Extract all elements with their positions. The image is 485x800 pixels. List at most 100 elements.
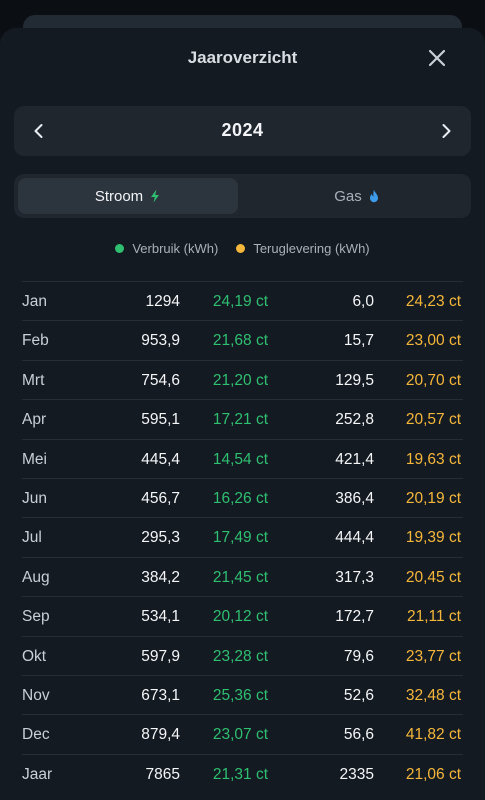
return-price-cell: 20,70 ct [405, 371, 461, 389]
year-label: 2024 [221, 120, 264, 140]
return-cell: 386,4 [335, 489, 374, 507]
month-cell: Jaar [22, 765, 53, 783]
usage-price-cell: 21,31 ct [212, 765, 268, 783]
table-row: Jun 456,7 16,26 ct 386,4 20,19 ct [22, 477, 463, 517]
tab-stroom-label: Stroom [94, 187, 144, 205]
return-price-cell: 20,57 ct [405, 411, 461, 429]
table-row: Jan 1294 24,19 ct 6,0 24,23 ct [22, 281, 463, 320]
table-row: Okt 597,9 23,28 ct 79,6 23,77 ct [22, 635, 463, 675]
return-cell: 252,8 [335, 411, 374, 429]
month-cell: Jul [22, 529, 42, 547]
return-price-cell: 19,63 ct [405, 450, 461, 468]
return-price-cell: 19,39 ct [405, 529, 461, 547]
return-price-cell: 41,82 ct [405, 726, 461, 744]
usage-cell: 595,1 [141, 411, 180, 429]
month-cell: Mrt [22, 371, 45, 389]
table-row: Mrt 754,6 21,20 ct 129,5 20,70 ct [22, 359, 463, 399]
return-price-cell: 20,19 ct [405, 489, 461, 507]
usage-price-cell: 17,49 ct [212, 529, 268, 547]
table-row: Dec 879,4 23,07 ct 56,6 41,82 ct [22, 714, 463, 753]
usage-price-cell: 23,28 ct [212, 647, 268, 665]
table-row: Sep 534,1 20,12 ct 172,7 21,11 ct [22, 596, 463, 635]
usage-cell: 445,4 [141, 450, 180, 468]
return-price-cell: 20,45 ct [405, 568, 461, 586]
usage-cell: 1294 [145, 293, 180, 310]
usage-price-cell: 16,26 ct [212, 489, 268, 507]
green-dot-icon [115, 244, 125, 253]
year-selector: 2024 [14, 106, 471, 156]
usage-cell: 754,6 [141, 371, 180, 389]
table-row: Apr 595,1 17,21 ct 252,8 20,57 ct [22, 399, 463, 438]
page-title: Jaaroverzicht [187, 48, 298, 67]
tab-gas[interactable]: Gas [247, 178, 467, 214]
return-cell: 79,6 [343, 647, 374, 665]
month-cell: Okt [22, 647, 47, 665]
usage-price-cell: 14,54 ct [212, 450, 268, 468]
return-price-cell: 21,06 ct [405, 765, 461, 783]
month-cell: Feb [22, 332, 49, 350]
lightning-icon [151, 189, 160, 203]
table-row: Jaar 7865 21,31 ct 2335 21,06 ct [22, 753, 463, 793]
usage-price-cell: 17,21 ct [212, 411, 268, 429]
return-cell: 317,3 [335, 568, 374, 586]
return-cell: 6,0 [352, 293, 374, 310]
usage-cell: 597,9 [141, 647, 180, 665]
usage-price-cell: 23,07 ct [212, 726, 268, 744]
monthly-table: Jan 1294 24,19 ct 6,0 24,23 ct Feb 953,9 21,68 … [22, 281, 463, 793]
usage-price-cell: 21,68 ct [212, 332, 268, 350]
return-price-cell: 24,23 ct [405, 293, 461, 310]
tab-stroom[interactable]: Stroom [18, 178, 238, 214]
return-cell: 444,4 [335, 529, 374, 547]
legend-item-verbruik: Verbruik (kWh) [115, 241, 218, 256]
return-cell: 421,4 [335, 450, 374, 468]
tab-gas-label: Gas [334, 187, 362, 205]
year-overview-sheet: Jaaroverzicht 2024 Stroom [0, 28, 485, 800]
return-cell: 15,7 [343, 332, 374, 350]
usage-price-cell: 21,45 ct [212, 568, 268, 586]
table-row: Mei 445,4 14,54 ct 421,4 19,63 ct [22, 438, 463, 478]
orange-dot-icon [236, 244, 246, 253]
sheet-header: Jaaroverzicht [0, 28, 485, 90]
month-cell: Nov [22, 686, 50, 704]
usage-price-cell: 20,12 ct [212, 608, 268, 626]
next-year-button[interactable] [437, 122, 455, 140]
return-cell: 52,6 [343, 686, 374, 704]
return-cell: 2335 [339, 765, 374, 783]
table-row: Aug 384,2 21,45 ct 317,3 20,45 ct [22, 556, 463, 596]
return-cell: 129,5 [335, 371, 374, 389]
table-row: Jul 295,3 17,49 ct 444,4 19,39 ct [22, 517, 463, 556]
flame-icon [369, 189, 378, 203]
usage-cell: 953,9 [141, 332, 180, 350]
usage-cell: 879,4 [141, 726, 180, 744]
month-cell: Jun [22, 489, 47, 507]
table-row: Feb 953,9 21,68 ct 15,7 23,00 ct [22, 320, 463, 359]
usage-price-cell: 21,20 ct [212, 371, 268, 389]
chart-legend: Verbruik (kWh) Teruglevering (kWh) [0, 241, 485, 256]
chevron-right-icon [442, 124, 451, 138]
month-cell: Jan [22, 293, 47, 310]
month-cell: Mei [22, 450, 47, 468]
close-button[interactable] [427, 48, 447, 68]
return-price-cell: 23,77 ct [405, 647, 461, 665]
legend-label: Verbruik (kWh) [132, 241, 219, 256]
usage-cell: 7865 [145, 765, 180, 783]
month-cell: Dec [22, 726, 50, 744]
legend-label: Teruglevering (kWh) [253, 241, 370, 256]
usage-price-cell: 24,19 ct [212, 293, 268, 310]
return-cell: 172,7 [335, 608, 374, 626]
usage-cell: 456,7 [141, 489, 180, 507]
previous-year-button[interactable] [30, 122, 48, 140]
usage-cell: 295,3 [141, 529, 180, 547]
usage-price-cell: 25,36 ct [212, 686, 268, 704]
table-row: Nov 673,1 25,36 ct 52,6 32,48 ct [22, 674, 463, 714]
energy-type-tabs: Stroom Gas [14, 174, 471, 218]
close-icon [428, 49, 446, 67]
return-price-cell: 21,11 ct [406, 608, 461, 626]
return-price-cell: 32,48 ct [405, 686, 461, 704]
usage-cell: 673,1 [141, 686, 180, 704]
month-cell: Sep [22, 608, 50, 626]
usage-cell: 534,1 [141, 608, 180, 626]
month-cell: Apr [22, 411, 47, 429]
return-price-cell: 23,00 ct [405, 332, 461, 350]
